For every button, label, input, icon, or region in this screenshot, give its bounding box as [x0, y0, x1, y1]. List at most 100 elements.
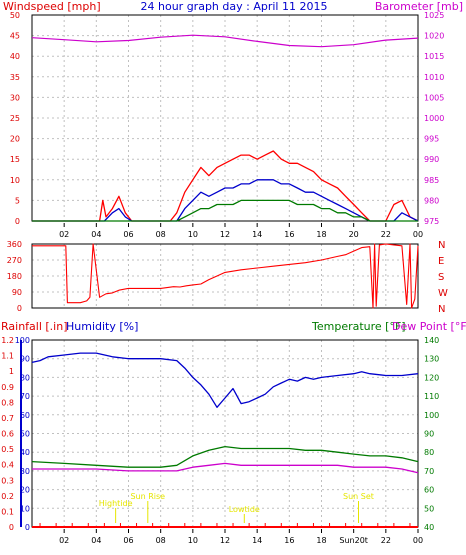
windspeed-tick-label: 15	[10, 155, 20, 164]
barometer-tick-label: 1025	[424, 11, 444, 20]
barometer-tick-label: 990	[424, 155, 439, 164]
bottom-hour-tick-label: 16	[284, 536, 294, 545]
barometer-tick-label: 1015	[424, 52, 444, 61]
temperature-tick-label: 130	[424, 355, 439, 364]
wind-hour-tick-label: 12	[220, 230, 230, 239]
bottom-hour-tick-label: 12	[220, 536, 230, 545]
compass-letter-label: E	[438, 256, 444, 267]
direction-tick-label: 270	[7, 256, 22, 265]
windspeed-tick-label: 5	[15, 196, 20, 205]
bottom-hour-tick-label: 10	[188, 536, 198, 545]
compass-letter-label: N	[438, 304, 445, 315]
temperature-tick-label: 80	[424, 448, 434, 457]
direction-tick-label: 0	[17, 304, 22, 313]
barometer-tick-label: 1020	[424, 32, 444, 41]
humidity-line	[31, 352, 419, 408]
windspeed-axis-label: Windspeed [mph]	[3, 0, 101, 13]
chart-title: 24 hour graph day : April 11 2015	[141, 0, 328, 13]
wind-hour-tick-label: 16	[284, 230, 294, 239]
humidity-axis-label: Humidity [%]	[66, 320, 138, 333]
rainfall-tick-label: 0.9	[1, 383, 14, 392]
humidity-tick-label: 70	[20, 392, 30, 401]
plot-layer: 0510152025303540455097598098599099510001…	[1, 11, 448, 545]
rainfall-tick-label: 0.6	[1, 430, 14, 439]
barometer-tick-label: 995	[424, 135, 439, 144]
rainfall-tick-label: 0.8	[1, 398, 14, 407]
temperature-tick-label: 100	[424, 411, 439, 420]
humidity-tick-label: 30	[20, 467, 30, 476]
temperature-tick-label: 110	[424, 392, 439, 401]
wind-wind-gust-line	[32, 150, 419, 222]
event-label: Sun Set	[343, 492, 374, 501]
bottom-hour-tick-label: 14	[252, 536, 262, 545]
barometer-tick-label: 975	[424, 217, 439, 226]
wind-hour-tick-label: 02	[59, 230, 69, 239]
temperature-tick-label: 70	[424, 467, 434, 476]
wind-hour-tick-label: 22	[381, 230, 391, 239]
rainfall-tick-label: 1	[9, 367, 14, 376]
wind-hour-tick-label: 06	[123, 230, 133, 239]
barometer-axis-label: Barometer [mb]	[375, 0, 463, 13]
rainfall-axis-label: Rainfall [.in]	[1, 320, 68, 333]
dewpoint-axis-label: Dew Point [°F]	[392, 320, 466, 333]
bottom-hour-tick-label: 18	[316, 536, 326, 545]
direction-plot-frame	[31, 243, 419, 309]
humidity-tick-label: 40	[20, 448, 30, 457]
barometer-line	[31, 34, 419, 48]
rainfall-tick-label: 0.3	[1, 476, 14, 485]
wind-hour-tick-label: 04	[91, 230, 101, 239]
temperature-tick-label: 140	[424, 336, 439, 345]
wind-hour-tick-label: 00	[413, 230, 423, 239]
humidity-tick-label: 100	[15, 336, 30, 345]
windspeed-tick-label: 10	[10, 176, 20, 185]
bottom-hour-tick-label: 08	[156, 536, 166, 545]
windspeed-tick-label: 45	[10, 32, 20, 41]
rainfall-tick-label: 0.1	[1, 507, 14, 516]
barometer-tick-label: 1010	[424, 73, 444, 82]
rainfall-tick-label: 0.2	[1, 492, 14, 501]
windspeed-tick-label: 35	[10, 73, 20, 82]
direction-tick-label: 90	[12, 288, 22, 297]
bottom-hour-tick-label: 06	[123, 536, 133, 545]
bottom-hour-tick-label: Sun20t	[339, 536, 368, 545]
bottom-hour-tick-label: 02	[59, 536, 69, 545]
barometer-tick-label: 1000	[424, 114, 444, 123]
wind-hour-tick-label: 18	[316, 230, 326, 239]
wind-plot-frame	[31, 14, 419, 222]
wind-direction-line	[32, 243, 419, 309]
temperature-tick-label: 40	[424, 523, 434, 532]
wind-wind-average-line	[32, 199, 418, 222]
wind-hour-tick-label: 14	[252, 230, 262, 239]
windspeed-tick-label: 50	[10, 11, 20, 20]
dew-point-line	[32, 462, 419, 474]
temperature-axis-label: Temperature [°F]	[311, 320, 406, 333]
rainfall-tick-label: 0.7	[1, 414, 14, 423]
windspeed-tick-label: 25	[10, 114, 20, 123]
bottom-hour-tick-label: 00	[413, 536, 423, 545]
wind-hour-tick-label: 08	[156, 230, 166, 239]
temperature-tick-label: 50	[424, 504, 434, 513]
bottom-hour-tick-label: 22	[381, 536, 391, 545]
temperature-tick-label: 90	[424, 430, 434, 439]
event-label: Sun Rise	[130, 492, 165, 501]
windspeed-tick-label: 20	[10, 135, 20, 144]
wind-hour-tick-label: 20	[349, 230, 359, 239]
windspeed-tick-label: 0	[15, 217, 20, 226]
temperature-tick-label: 120	[424, 373, 439, 382]
barometer-tick-label: 980	[424, 196, 439, 205]
compass-letter-label: W	[438, 288, 448, 299]
barometer-tick-label: 1005	[424, 93, 444, 102]
humidity-tick-label: 50	[20, 430, 30, 439]
barometer-tick-label: 985	[424, 176, 439, 185]
direction-tick-label: 360	[7, 240, 22, 249]
compass-letter-label: S	[438, 272, 444, 283]
humidity-tick-label: 0	[25, 523, 30, 532]
humidity-tick-label: 10	[20, 504, 30, 513]
compass-letter-label: N	[438, 240, 445, 251]
temperature-line	[31, 445, 419, 468]
direction-tick-label: 180	[7, 272, 22, 281]
temperature-tick-label: 60	[424, 486, 434, 495]
humidity-tick-label: 90	[20, 355, 30, 364]
